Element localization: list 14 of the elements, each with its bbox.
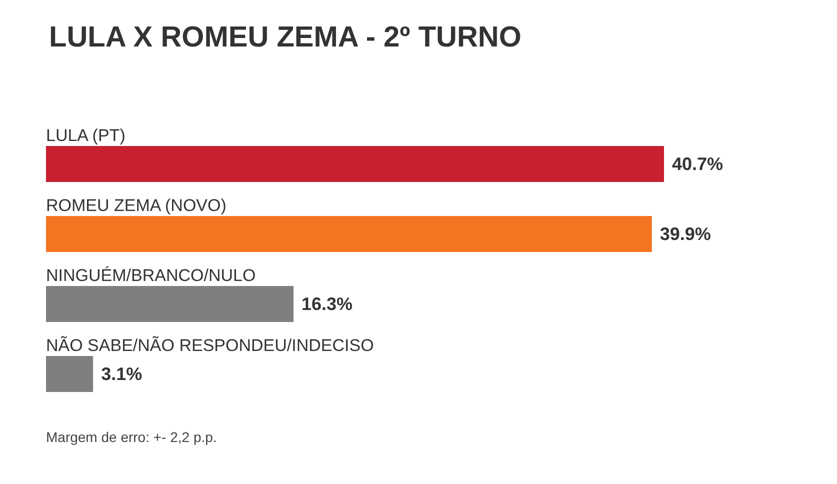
data-label: 39.9%: [660, 224, 711, 244]
bar: [46, 286, 294, 322]
bar: [46, 356, 94, 392]
bar: [46, 216, 652, 252]
y-tick-label: LULA (PT): [46, 126, 126, 145]
chart-title: LULA X ROMEU ZEMA - 2º TURNO: [49, 22, 522, 54]
data-label: 40.7%: [672, 154, 724, 174]
bar: [46, 146, 664, 182]
data-label: 16.3%: [302, 294, 353, 314]
data-label: 3.1%: [101, 364, 142, 384]
y-tick-label: NINGUÉM/BRANCO/NULO: [46, 266, 256, 285]
text: Margem de erro: +- 2,2 p.p.: [46, 429, 217, 445]
y-tick-label: ROMEU ZEMA (NOVO): [46, 196, 226, 215]
y-tick-label: NÃO SABE/NÃO RESPONDEU/INDECISO: [46, 336, 374, 355]
